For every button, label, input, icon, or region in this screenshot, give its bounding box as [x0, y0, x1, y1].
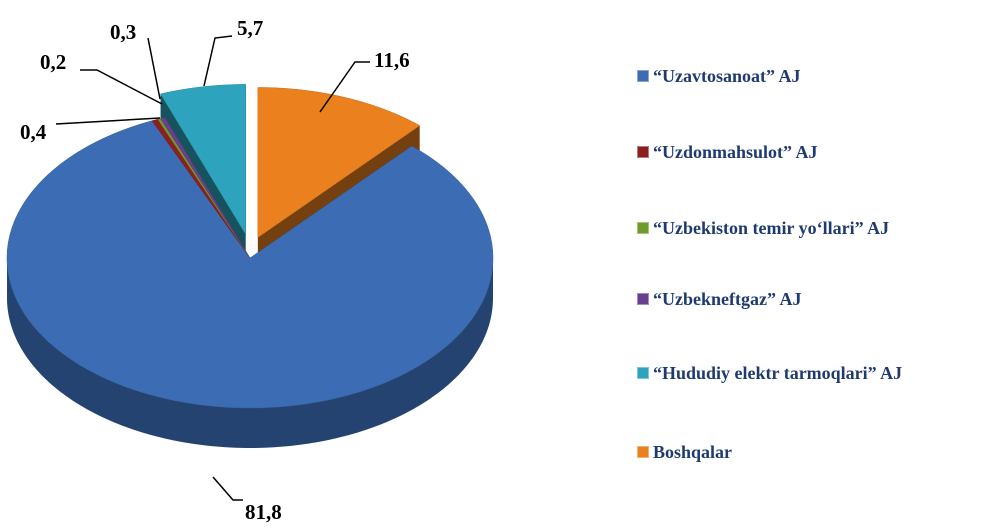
- legend-item: “Uzdonmahsulot” AJ: [637, 140, 818, 164]
- legend-label: Boshqalar: [653, 442, 733, 462]
- data-label: 81,8: [245, 500, 282, 524]
- legend-swatch: [637, 70, 649, 82]
- legend-swatch: [637, 222, 649, 234]
- legend-swatch: [637, 446, 649, 458]
- leader-line: [147, 37, 161, 100]
- slice: [6, 120, 494, 409]
- leader-line: [212, 476, 243, 501]
- legend-item: “Uzbekiston temir yo‘llari” AJ: [637, 216, 889, 240]
- slice: [160, 117, 251, 259]
- legend-label: “Uzavtosanoat” AJ: [653, 66, 801, 86]
- data-label: 5,7: [237, 16, 263, 40]
- legend-label: “Hududiy elektr tarmoqlari” AJ: [653, 363, 903, 383]
- legend-label: “Uzbekiston temir yo‘llari” AJ: [653, 218, 890, 238]
- data-label: 0,4: [20, 120, 47, 144]
- pie-chart: 81,8 0,4 0,2 0,3 5,7 11,6: [6, 16, 494, 524]
- legend-swatch: [637, 367, 649, 379]
- slice-side: [7, 258, 493, 448]
- slice: [257, 87, 421, 238]
- data-label: 0,3: [110, 20, 136, 44]
- legend-label: “Uzbekneftgaz” AJ: [653, 289, 802, 309]
- leader-line: [203, 35, 233, 87]
- legend-item: Boshqalar: [637, 440, 732, 464]
- data-label: 0,2: [40, 50, 66, 74]
- legend-item: “Uzavtosanoat” AJ: [637, 64, 801, 88]
- data-label: 11,6: [374, 48, 410, 72]
- legend-swatch: [637, 146, 649, 158]
- legend-item: “Hududiy elektr tarmoqlari” AJ: [637, 361, 902, 385]
- legend-label: “Uzdonmahsulot” AJ: [653, 142, 818, 162]
- leader-line: [55, 117, 161, 125]
- slice: [160, 84, 246, 236]
- leader-line: [80, 69, 163, 105]
- legend-item: “Uzbekneftgaz” AJ: [637, 287, 801, 311]
- legend-swatch: [637, 293, 649, 305]
- leader-line: [319, 61, 370, 113]
